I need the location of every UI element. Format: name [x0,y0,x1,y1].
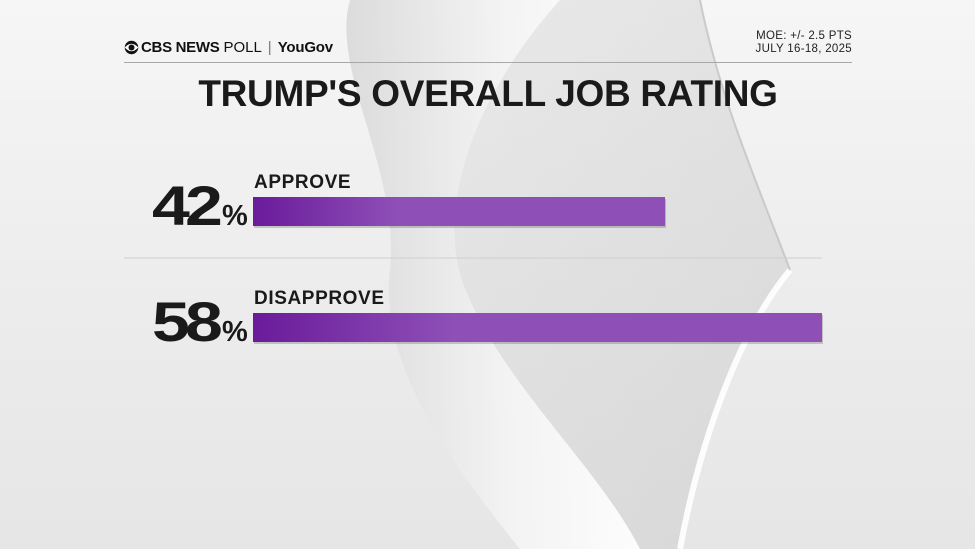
brand-name: CBS NEWS [141,38,220,56]
value-label: 42% [152,174,248,237]
value-label: 58% [152,290,248,353]
category-label: APPROVE [254,172,351,193]
brand-poll-label: POLL [223,38,262,56]
poll-dates: JULY 16-18, 2025 [755,43,852,55]
header-divider [124,62,852,63]
bar-disapprove [253,313,822,342]
partner-name: YouGov [277,38,333,56]
bar-approve [253,197,666,226]
value-number: 58 [152,290,221,353]
chart-title: TRUMP'S OVERALL JOB RATING [198,73,778,114]
value-unit: % [222,200,248,232]
value-unit: % [222,316,248,348]
cbs-eye-icon [124,40,139,54]
poll-brand: CBS NEWS POLL | YouGov [124,38,333,56]
brand-separator: | [267,38,272,56]
margin-of-error: MOE: +/- 2.5 PTS [756,30,852,42]
poll-info: MOE: +/- 2.5 PTS JULY 16-18, 2025 [756,30,852,56]
value-number: 42 [152,174,220,237]
category-label: DISAPPROVE [254,288,385,309]
